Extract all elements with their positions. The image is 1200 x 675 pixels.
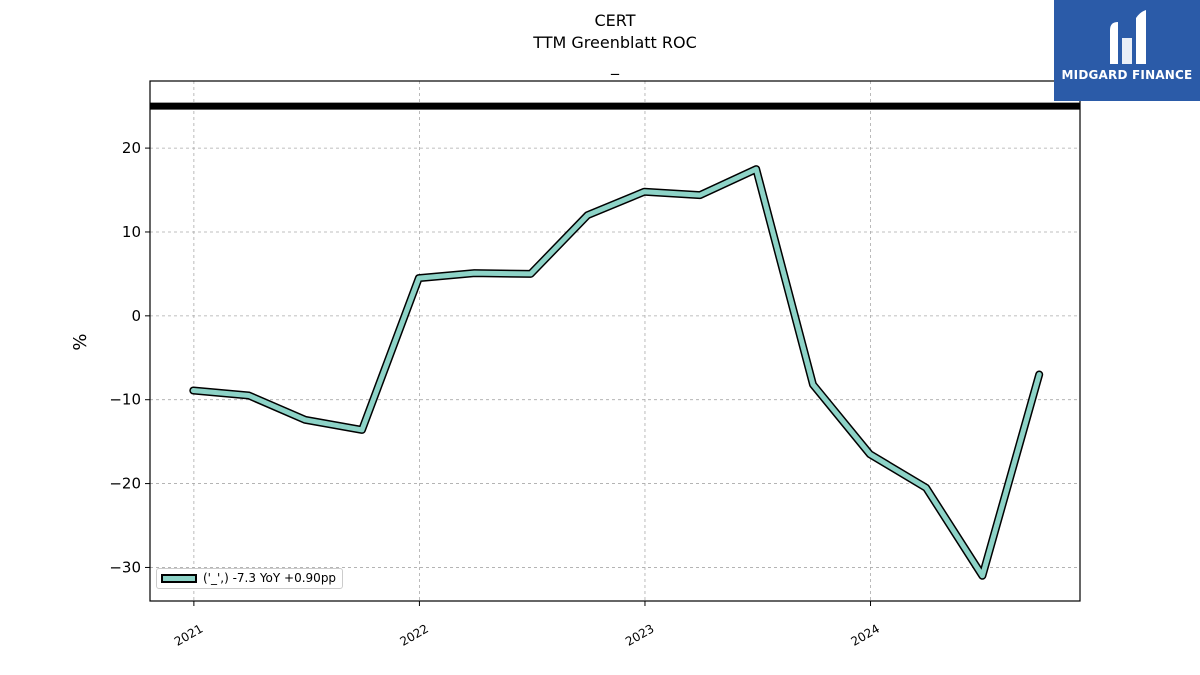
y-tick-label: −10 [109,391,141,409]
y-tick-label: 20 [122,139,141,157]
y-tick-label: 0 [131,307,141,325]
plot-frame [149,80,1081,602]
x-tick-label: 2023 [623,621,656,648]
legend-label: ('_',) -7.3 YoY +0.90pp [203,571,337,585]
chart-legend: ('_',) -7.3 YoY +0.90pp [156,568,344,589]
x-tick-label: 2022 [397,621,430,648]
logo-text: MIDGARD FINANCE [1061,68,1193,82]
chart-title-metric: TTM Greenblatt ROC [533,33,697,52]
midgard-finance-logo: MIDGARD FINANCE [1054,0,1200,101]
series-line [190,166,1042,579]
y-tick-label: 10 [122,223,141,241]
logo-mark-icon [1110,10,1146,64]
y-tick-label: −30 [109,558,141,576]
y-tick-label: −20 [109,475,141,493]
x-tick-label: 2024 [849,621,882,648]
chart-title-ticker: CERT [594,11,636,30]
legend-swatch [161,573,197,583]
x-tick-label: 2021 [172,621,205,648]
y-axis-label: % [70,333,91,350]
series-line-outline [189,165,1044,580]
chart-subtitle: _ [611,56,619,75]
